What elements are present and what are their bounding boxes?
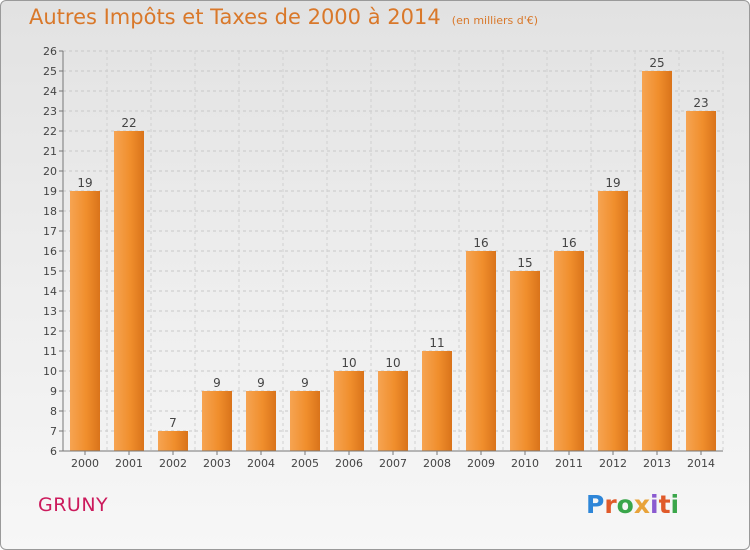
y-tick-label: 25 [43, 65, 57, 78]
logo-letter: i [670, 490, 680, 519]
axis-layer: 6 7 8 9 10 11 12 13 14 15 16 17 18 19 20 21 22 23 24 25 26 20… [43, 45, 723, 470]
logo-letter: i [650, 490, 659, 519]
bar-layer: 19 22 7 9 9 9 10 10 11 16 15 16 19 25 23 [70, 56, 716, 451]
y-tick-label: 13 [43, 305, 57, 318]
proxiti-logo: Proxiti [586, 490, 679, 519]
bar [334, 371, 364, 451]
logo-letter: P [586, 490, 605, 519]
logo-letter: x [633, 490, 650, 519]
bar-value-label: 7 [169, 416, 177, 430]
bar [554, 251, 584, 451]
y-tick-label: 26 [43, 45, 57, 58]
bar [642, 71, 672, 451]
x-tick-label: 2011 [555, 457, 583, 470]
bar [378, 371, 408, 451]
y-tick-label: 24 [43, 85, 57, 98]
y-tick-label: 14 [43, 285, 57, 298]
logo-letter: t [658, 490, 671, 519]
x-tick-label: 2004 [247, 457, 275, 470]
y-tick-label: 8 [50, 405, 57, 418]
bar-value-label: 19 [605, 176, 620, 190]
commune-name: GRUNY [38, 494, 109, 516]
bar-value-label: 16 [561, 236, 576, 250]
y-tick-label: 23 [43, 105, 57, 118]
bar [70, 191, 100, 451]
bar-value-label: 23 [693, 96, 708, 110]
x-tick-label: 2009 [467, 457, 495, 470]
bar-value-label: 16 [473, 236, 488, 250]
bar-value-label: 9 [213, 376, 221, 390]
y-tick-label: 21 [43, 145, 57, 158]
bar-value-label: 9 [301, 376, 309, 390]
x-tick-label: 2000 [71, 457, 99, 470]
x-tick-label: 2012 [599, 457, 627, 470]
bar [510, 271, 540, 451]
y-tick-label: 19 [43, 185, 57, 198]
bar [466, 251, 496, 451]
x-tick-label: 2007 [379, 457, 407, 470]
x-tick-label: 2001 [115, 457, 143, 470]
chart-unit-label: (en milliers d'€) [451, 14, 539, 27]
y-tick-label: 9 [50, 385, 57, 398]
y-tick-label: 17 [43, 225, 57, 238]
bar-value-label: 19 [77, 176, 92, 190]
bar [202, 391, 232, 451]
bar-value-label: 25 [649, 56, 664, 70]
x-tick-label: 2010 [511, 457, 539, 470]
bar-value-label: 10 [385, 356, 400, 370]
x-tick-label: 2014 [687, 457, 715, 470]
bar-value-label: 22 [121, 116, 136, 130]
bar [598, 191, 628, 451]
x-tick-label: 2013 [643, 457, 671, 470]
y-tick-label: 10 [43, 365, 57, 378]
y-tick-label: 12 [43, 325, 57, 338]
bar-value-label: 15 [517, 256, 532, 270]
logo-letter: o [616, 490, 634, 519]
bar-value-label: 10 [341, 356, 356, 370]
bar [686, 111, 716, 451]
bar [422, 351, 452, 451]
y-tick-label: 20 [43, 165, 57, 178]
y-tick-label: 7 [50, 425, 57, 438]
chart-title: Autres Impôts et Taxes de 2000 à 2014 [29, 5, 441, 29]
chart-title-block: Autres Impôts et Taxes de 2000 à 2014 (e… [29, 5, 538, 29]
logo-letter: r [604, 490, 617, 519]
bar-value-label: 9 [257, 376, 265, 390]
x-tick-label: 2003 [203, 457, 231, 470]
bar [114, 131, 144, 451]
y-tick-label: 15 [43, 265, 57, 278]
y-tick-label: 11 [43, 345, 57, 358]
bar [158, 431, 188, 451]
y-tick-label: 22 [43, 125, 57, 138]
x-tick-label: 2006 [335, 457, 363, 470]
bar [290, 391, 320, 451]
x-tick-label: 2008 [423, 457, 451, 470]
y-tick-label: 18 [43, 205, 57, 218]
x-tick-label: 2005 [291, 457, 319, 470]
y-tick-label: 16 [43, 245, 57, 258]
y-tick-label: 6 [50, 445, 57, 458]
x-tick-label: 2002 [159, 457, 187, 470]
bar [246, 391, 276, 451]
bar-value-label: 11 [429, 336, 444, 350]
